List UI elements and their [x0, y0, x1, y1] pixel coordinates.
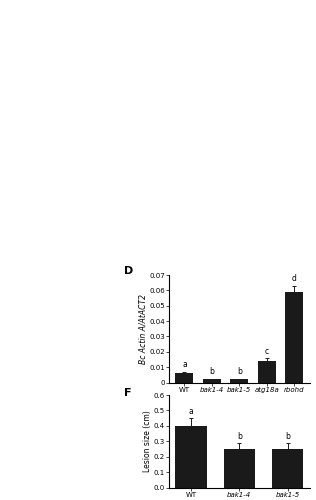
Text: c: c: [265, 346, 269, 356]
Y-axis label: Bc Actin A/AtACT2: Bc Actin A/AtACT2: [139, 294, 148, 364]
Bar: [230, 380, 248, 382]
Bar: [175, 426, 207, 488]
Text: b: b: [237, 368, 242, 376]
Text: b: b: [285, 432, 290, 441]
Bar: [258, 361, 276, 382]
Bar: [203, 380, 221, 382]
Bar: [224, 449, 255, 488]
Text: b: b: [210, 368, 214, 376]
Bar: [285, 292, 303, 382]
Text: D: D: [124, 266, 133, 276]
Text: b: b: [237, 432, 242, 441]
Bar: [272, 449, 303, 488]
Y-axis label: Lesion size (cm): Lesion size (cm): [143, 410, 152, 472]
Text: F: F: [124, 388, 131, 398]
Text: a: a: [189, 408, 193, 416]
Text: a: a: [182, 360, 187, 370]
Text: d: d: [292, 274, 297, 283]
Bar: [175, 374, 193, 382]
